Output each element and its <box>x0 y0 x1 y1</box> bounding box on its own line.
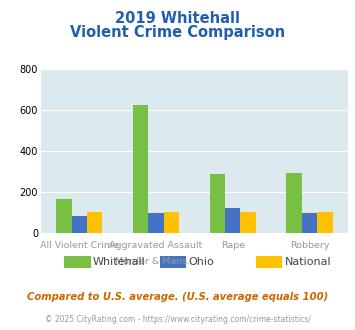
Text: National: National <box>285 257 331 267</box>
Text: Violent Crime Comparison: Violent Crime Comparison <box>70 25 285 40</box>
Bar <box>87 212 102 233</box>
Text: Rape: Rape <box>221 241 245 250</box>
Text: Murder & Mans...: Murder & Mans... <box>115 257 197 266</box>
Text: 2019 Whitehall: 2019 Whitehall <box>115 11 240 25</box>
Text: Whitehall: Whitehall <box>93 257 146 267</box>
Bar <box>164 212 179 233</box>
Bar <box>148 213 164 233</box>
Bar <box>56 199 72 233</box>
Text: Robbery: Robbery <box>290 241 329 250</box>
Bar <box>302 213 317 233</box>
Text: All Violent Crime: All Violent Crime <box>40 241 119 250</box>
Bar <box>286 174 302 233</box>
Text: Compared to U.S. average. (U.S. average equals 100): Compared to U.S. average. (U.S. average … <box>27 292 328 302</box>
Bar <box>210 175 225 233</box>
Bar <box>240 212 256 233</box>
Text: © 2025 CityRating.com - https://www.cityrating.com/crime-statistics/: © 2025 CityRating.com - https://www.city… <box>45 315 310 324</box>
Text: Aggravated Assault: Aggravated Assault <box>109 241 203 250</box>
Text: Ohio: Ohio <box>189 257 215 267</box>
Bar <box>72 216 87 233</box>
Bar <box>133 105 148 233</box>
Bar <box>317 212 333 233</box>
Bar <box>225 208 240 233</box>
